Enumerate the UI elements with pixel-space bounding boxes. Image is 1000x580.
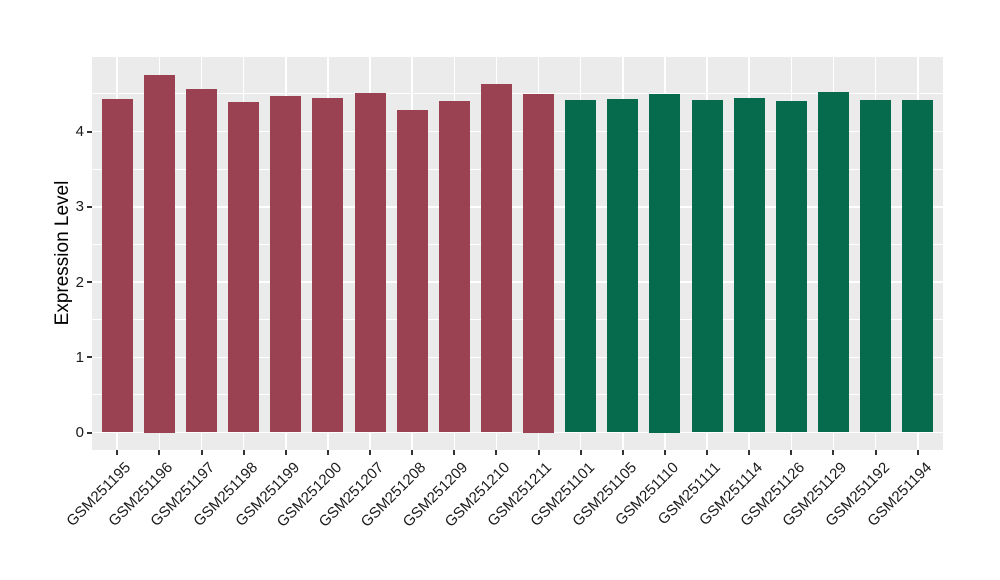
bar [354, 93, 386, 433]
bar [775, 101, 807, 433]
bar [270, 96, 302, 433]
bar [691, 99, 723, 433]
bar [438, 100, 470, 433]
bar [396, 110, 428, 433]
y-tick-mark [87, 130, 92, 133]
bar [733, 97, 765, 433]
x-tick-mark [116, 450, 119, 455]
minor-gridline [92, 93, 943, 95]
y-tick-mark [87, 431, 92, 434]
x-tick-mark [242, 450, 245, 455]
x-tick-mark [832, 450, 835, 455]
y-tick-mark [87, 281, 92, 283]
bar [228, 102, 260, 433]
x-tick-mark [158, 450, 161, 455]
y-tick-mark [87, 205, 92, 208]
bar [860, 99, 892, 433]
minor-gridline [92, 394, 943, 396]
bar [817, 91, 849, 433]
x-tick-mark [453, 450, 456, 455]
x-tick-mark [663, 450, 666, 455]
x-tick-mark [621, 450, 624, 455]
x-tick-mark [916, 450, 919, 455]
x-tick-mark [874, 450, 877, 455]
bar [607, 99, 639, 433]
x-tick-mark [495, 450, 498, 455]
bar [480, 84, 512, 433]
y-tick-label: 0 [75, 424, 84, 441]
x-tick-mark [411, 450, 414, 455]
bar [186, 88, 218, 433]
bar [523, 93, 555, 433]
major-gridline [92, 206, 943, 208]
y-tick-label: 3 [75, 198, 84, 216]
minor-gridline [92, 168, 943, 170]
x-tick-mark [284, 450, 287, 455]
x-tick-mark [537, 450, 540, 455]
y-tick-label: 4 [75, 123, 84, 140]
minor-gridline [92, 243, 943, 245]
bar [902, 99, 934, 433]
major-gridline [92, 130, 943, 133]
x-tick-mark [326, 450, 329, 455]
y-tick-mark [87, 356, 92, 359]
x-tick-mark [748, 450, 751, 455]
minor-gridline [92, 319, 943, 321]
major-gridline [92, 356, 943, 359]
x-tick-mark [200, 450, 203, 455]
plot-panel [92, 57, 943, 450]
x-tick-mark [706, 450, 709, 455]
bar [101, 99, 133, 433]
bar [649, 93, 681, 433]
major-gridline [92, 281, 943, 283]
bar [565, 99, 597, 433]
x-tick-mark [579, 450, 582, 455]
bar [143, 75, 175, 433]
major-gridline [92, 431, 943, 434]
x-tick-mark [369, 450, 372, 455]
bar [312, 98, 344, 433]
y-tick-label: 1 [75, 348, 84, 366]
x-tick-mark [790, 450, 793, 455]
y-tick-label: 2 [75, 273, 84, 291]
